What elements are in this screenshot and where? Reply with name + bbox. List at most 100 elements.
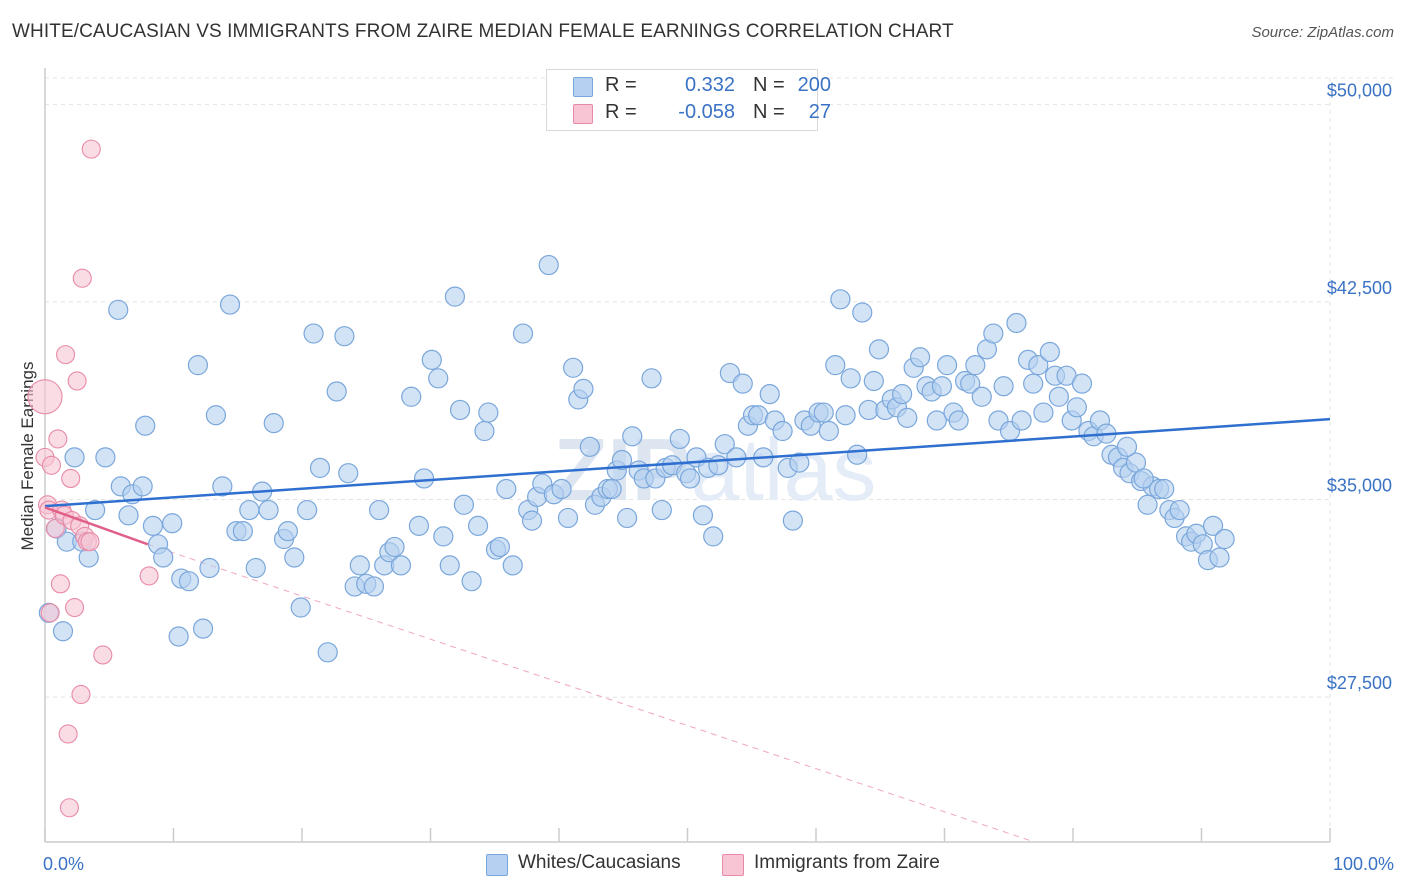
blue-point [579, 436, 600, 457]
blue-point [1202, 515, 1224, 536]
pink-trend-extension [147, 543, 1035, 843]
pink-point [50, 574, 70, 594]
blue-point [948, 410, 969, 431]
blue-point [708, 455, 729, 476]
blue-point [1006, 312, 1027, 334]
pink-point [56, 345, 76, 365]
blue-point [891, 384, 913, 405]
legend-n-value-blue: 200 [797, 74, 831, 96]
blue-point [428, 368, 449, 389]
blue-point [232, 521, 253, 542]
blue-point [205, 405, 227, 426]
blue-point [818, 420, 839, 442]
blue-point [363, 576, 385, 597]
blue-point [551, 478, 572, 500]
blue-point [199, 557, 220, 579]
blue-point [909, 347, 931, 368]
blue-point [433, 526, 454, 547]
pink-trend-line [44, 506, 149, 546]
blue-point [192, 618, 214, 639]
pink-point [40, 603, 60, 623]
blue-point [108, 299, 129, 320]
blue-point [85, 499, 106, 521]
blue-point [338, 463, 359, 484]
blue-point [863, 370, 884, 392]
y-tick-label: $50,000 [1327, 80, 1392, 100]
blue-point [317, 642, 338, 663]
blue-point [349, 555, 370, 576]
blue-point [1169, 499, 1190, 521]
blue-point [852, 302, 873, 323]
blue-point [297, 499, 318, 521]
blue-point [401, 386, 422, 407]
blue-point [1154, 478, 1175, 500]
blue-point [413, 468, 435, 489]
blue-point [726, 447, 747, 468]
legend-r-label: R = [605, 74, 637, 96]
blue-point [813, 402, 834, 423]
blue-point [830, 289, 851, 310]
blue-point [153, 547, 174, 568]
blue-point [1011, 410, 1032, 431]
pink-point [67, 371, 87, 391]
bottom-legend-label-blue: Whites/Caucasians [518, 852, 681, 873]
blue-point [334, 326, 355, 347]
blue-point [239, 499, 260, 521]
blue-point [178, 571, 200, 592]
blue-point [732, 373, 753, 394]
blue-point [1137, 494, 1158, 515]
blue-point [692, 505, 714, 526]
blue-point [162, 513, 183, 534]
blue-point [965, 355, 986, 376]
pink-point [61, 468, 81, 488]
blue-point [263, 413, 284, 434]
blue-point [772, 420, 793, 442]
blue-trend-line [44, 417, 1331, 508]
blue-point [502, 555, 523, 576]
pink-point [58, 724, 78, 744]
legend-r-label: R = [605, 101, 637, 123]
blue-point [611, 449, 633, 471]
blue-point [825, 355, 846, 376]
blue-point [651, 499, 672, 521]
blue-point [538, 254, 559, 276]
blue-point [1039, 341, 1060, 363]
blue-point [748, 405, 769, 426]
blue-point [563, 357, 584, 378]
blue-point [641, 368, 662, 389]
pink-point [93, 645, 113, 665]
blue-point [557, 507, 579, 529]
blue-point [1048, 386, 1069, 407]
blue-point [384, 536, 405, 558]
blue-point [983, 323, 1004, 344]
pink-point [139, 566, 159, 586]
y-tick-label: $27,500 [1327, 673, 1392, 693]
blue-point [439, 555, 460, 576]
blue-point [390, 555, 412, 576]
x-tick-label-left: 0.0% [43, 854, 84, 874]
blue-point [622, 426, 643, 447]
blue-point [187, 355, 209, 376]
blue-point [703, 526, 724, 547]
blue-point [669, 428, 690, 450]
blue-point [444, 286, 466, 307]
blue-point [840, 368, 861, 389]
blue-point [258, 499, 279, 521]
blue-point [521, 510, 543, 531]
blue-point [52, 621, 74, 642]
blue-point [135, 415, 156, 436]
blue-trend-group [44, 417, 1331, 546]
pink-point [41, 455, 61, 475]
blue-point [421, 349, 442, 370]
y-tick-label: $42,500 [1327, 278, 1392, 298]
blue-point [326, 381, 347, 402]
blue-point [290, 597, 311, 618]
legend-r-value-pink: -0.058 [678, 101, 735, 123]
bottom-legend-label-pink: Immigrants from Zaire [754, 852, 940, 873]
blue-point [1033, 402, 1054, 423]
blue-point [617, 507, 638, 529]
bottom-legend-swatch-blue [486, 854, 508, 876]
blue-point [303, 323, 324, 344]
blue-point [601, 478, 622, 500]
